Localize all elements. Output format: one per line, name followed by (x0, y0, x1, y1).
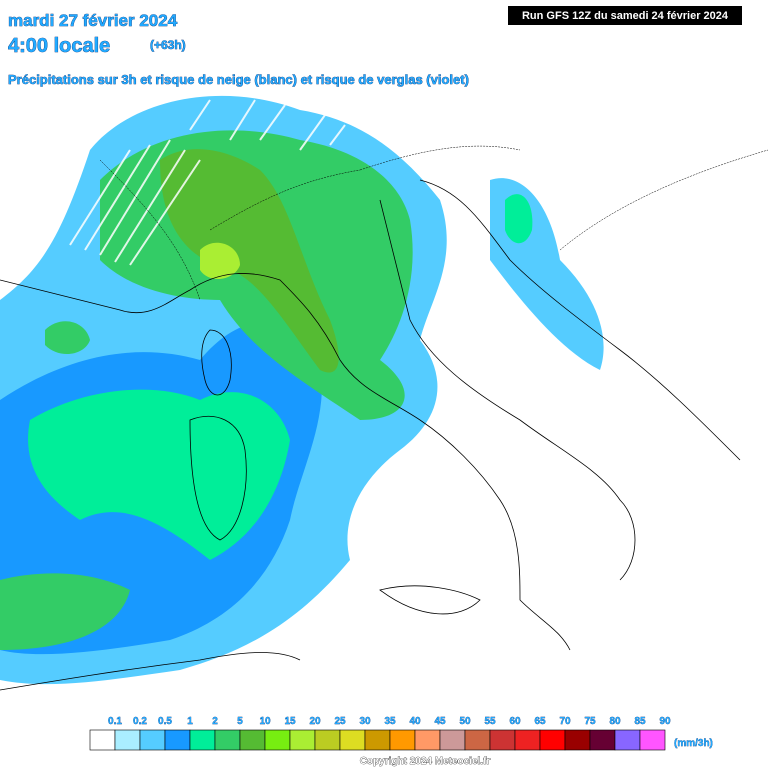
legend-swatch (414, 729, 441, 751)
legend-label: 70 (559, 716, 571, 727)
legend-label: 0.1 (108, 716, 122, 727)
legend-swatch (489, 729, 516, 751)
lead-time: (+63h) (150, 38, 186, 52)
legend-label: 65 (534, 716, 546, 727)
legend-swatch (339, 729, 366, 751)
legend-label: 45 (434, 716, 446, 727)
coastlines (0, 145, 768, 691)
run-label: Run GFS 12Z du samedi 24 février 2024 (522, 10, 729, 22)
legend-label: 50 (459, 716, 471, 727)
legend-label: 85 (634, 716, 646, 727)
legend-swatch (164, 729, 191, 751)
legend-swatch (639, 729, 666, 751)
legend-swatch (114, 729, 141, 751)
legend-swatch (189, 729, 216, 751)
legend-swatch (364, 729, 391, 751)
legend-swatch (264, 729, 291, 751)
legend-swatch (214, 729, 241, 751)
copyright: Copyright 2024 Meteociel.fr (360, 756, 491, 767)
legend-label: 10 (259, 716, 271, 727)
legend-swatch (539, 729, 566, 751)
legend-label: 0.2 (133, 716, 147, 727)
legend-swatch (314, 729, 341, 751)
legend-swatch (439, 729, 466, 751)
date-label: mardi 27 février 2024 (8, 11, 178, 30)
legend-swatch (289, 729, 316, 751)
legend-label: 25 (334, 716, 346, 727)
legend-swatch (614, 729, 641, 751)
legend-label: 60 (509, 716, 521, 727)
legend-label: 35 (384, 716, 396, 727)
legend-label: 15 (284, 716, 296, 727)
legend-label: 0.5 (158, 716, 172, 727)
legend-label: 30 (359, 716, 371, 727)
legend-swatch (89, 729, 116, 751)
legend-label: 40 (409, 716, 421, 727)
legend-label: 90 (659, 716, 671, 727)
legend-label: 2 (212, 716, 218, 727)
subtitle: Précipitations sur 3h et risque de neige… (8, 72, 469, 87)
legend-swatch (239, 729, 266, 751)
legend-swatch (514, 729, 541, 751)
snow-hatch (69, 99, 346, 266)
legend-swatch (389, 729, 416, 751)
precipitation (0, 95, 604, 685)
legend-label: 80 (609, 716, 621, 727)
time-label: 4:00 locale (8, 35, 110, 57)
legend: 0.1 0.2 0.5 1 2 5 10 15 20 25 30 35 40 45 50 55 60 65 70 75… (89, 716, 671, 751)
run-box (508, 6, 742, 25)
legend-label: 5 (237, 716, 243, 727)
legend-swatch (464, 729, 491, 751)
legend-label: 1 (187, 716, 193, 727)
legend-swatch (564, 729, 591, 751)
legend-swatch (589, 729, 616, 751)
legend-swatch (139, 729, 166, 751)
legend-label: 20 (309, 716, 321, 727)
legend-label: 75 (584, 716, 596, 727)
legend-label: 55 (484, 716, 496, 727)
legend-unit: (mm/3h) (674, 738, 713, 749)
